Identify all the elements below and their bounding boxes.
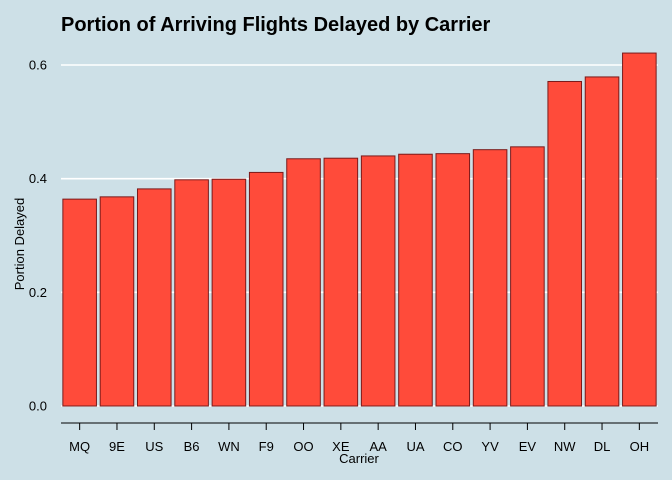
bar-yv: [472, 149, 508, 407]
y-tick-label: 0.4: [29, 171, 47, 186]
bar-ev: [510, 146, 545, 407]
x-tick-label: XE: [332, 439, 350, 454]
y-tick-label: 0.6: [29, 58, 47, 73]
x-tick-label: YV: [481, 439, 499, 454]
bar-9e: [99, 196, 135, 407]
bar-oh: [622, 52, 657, 407]
bar-aa: [360, 155, 396, 407]
bars: [62, 52, 657, 407]
x-axis-label: Carrier: [339, 451, 379, 466]
y-axis-label: Portion Delayed: [12, 198, 27, 291]
x-tick-label: EV: [519, 439, 537, 454]
bar-f9: [248, 171, 284, 407]
x-tick-label: UA: [406, 439, 424, 454]
chart-title: Portion of Arriving Flights Delayed by C…: [61, 14, 491, 36]
y-tick-label: 0.0: [29, 399, 47, 414]
bar-mq: [62, 198, 97, 407]
axes: 0.0 0.2 0.4 0.6 MQ 9E US B6 WN F9 OO XE AA UA CO YV EV NW…: [29, 58, 658, 454]
x-tick-label: OH: [630, 439, 650, 454]
x-tick-label: US: [145, 439, 163, 454]
bar-xe: [323, 157, 359, 407]
x-tick-label: NW: [554, 439, 576, 454]
bar-us: [136, 188, 172, 407]
bar-co: [435, 153, 471, 407]
bar-b6: [174, 179, 209, 407]
bar-ua: [398, 153, 433, 407]
bar-wn: [211, 178, 247, 407]
y-tick-label: 0.2: [29, 285, 47, 300]
x-tick-label: 9E: [109, 439, 125, 454]
bar-nw: [547, 80, 583, 407]
x-tick-label: MQ: [69, 439, 90, 454]
bar-dl: [584, 76, 620, 407]
x-tick-label: CO: [443, 439, 463, 454]
x-tick-label: F9: [259, 439, 274, 454]
x-tick-label: DL: [594, 439, 611, 454]
bar-oo: [286, 158, 321, 407]
x-tick-label: B6: [184, 439, 200, 454]
x-tick-label: AA: [369, 439, 387, 454]
x-tick-label: WN: [218, 439, 240, 454]
x-tick-label: OO: [293, 439, 313, 454]
